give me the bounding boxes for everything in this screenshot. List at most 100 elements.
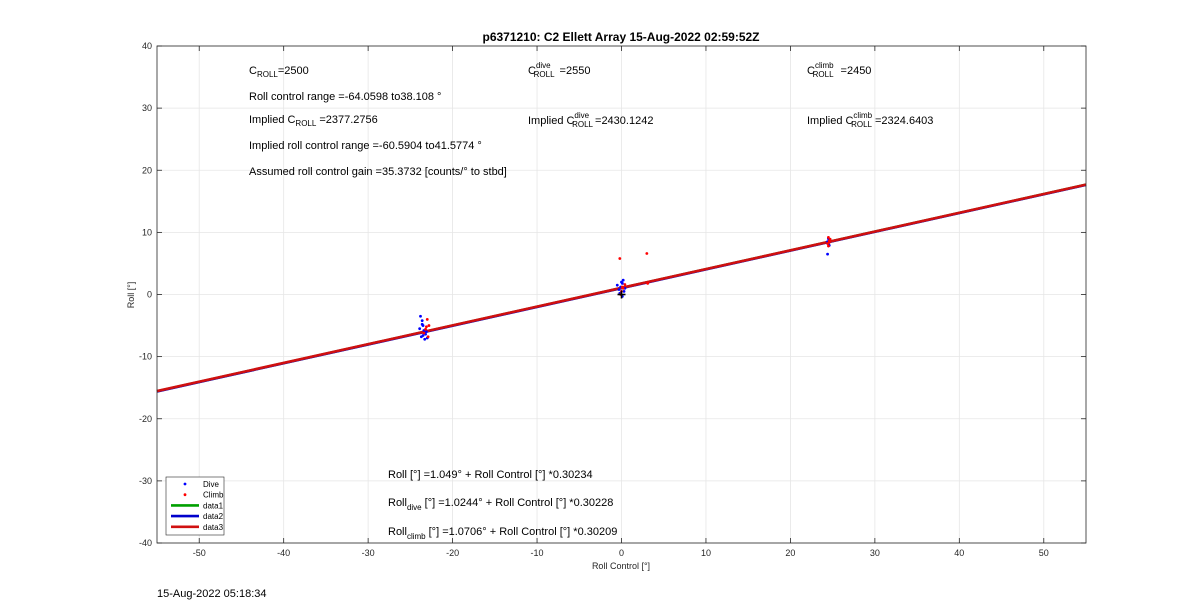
dive-point	[419, 314, 422, 318]
climb-point	[827, 239, 831, 243]
roll-control-range: Roll control range =-64.0598 to38.108 °	[249, 91, 441, 103]
climb-point	[623, 283, 627, 286]
c-symbol: C	[807, 65, 815, 77]
assumed-roll-control-gain: Assumed roll control gain =35.3732 [coun…	[249, 166, 507, 178]
x-tick-label: 0	[619, 548, 624, 558]
implied-word: Implied	[528, 115, 563, 127]
climb-point	[827, 235, 830, 239]
data-points	[418, 235, 832, 341]
climb-point	[425, 325, 428, 329]
implied-c-roll-dive-value: =2430.1242	[595, 115, 653, 127]
dive-point	[425, 330, 428, 334]
y-tick-label: 20	[142, 165, 152, 175]
dive-point	[420, 322, 424, 326]
legend-label: data1	[203, 501, 224, 510]
x-tick-label: -10	[531, 548, 544, 558]
legend-label: data2	[203, 512, 224, 521]
roll-word: Roll	[388, 526, 407, 538]
dive-point	[615, 283, 619, 287]
legend-marker-dive	[183, 482, 187, 486]
x-tick-label: 30	[870, 548, 880, 558]
climb-superscript: climb	[853, 111, 872, 120]
x-tick-label: 20	[785, 548, 795, 558]
roll-subscript: ROLL	[257, 70, 278, 79]
c-roll-annotation: CROLL=2500	[249, 65, 309, 79]
c-symbol: C	[845, 115, 853, 127]
c-symbol: C	[287, 114, 295, 126]
implied-c-roll-value: =2377.2756	[319, 114, 377, 126]
fit-dive-value: [°] =1.0244° + Roll Control [°] *0.30228	[425, 497, 614, 509]
x-tick-label: 50	[1039, 548, 1049, 558]
y-tick-label: -40	[139, 538, 152, 548]
climb-point	[618, 257, 622, 260]
y-axis-label: Roll [°]	[126, 282, 136, 309]
fit-equation-dive: Rolldive [°] =1.0244° + Roll Control [°] …	[388, 497, 613, 512]
dive-superscript: dive	[536, 61, 551, 70]
roll-subscript: ROLL	[851, 120, 872, 129]
fit-equation-all: Roll [°] =1.049° + Roll Control [°] *0.3…	[388, 469, 593, 481]
fit-climb-value: [°] =1.0706° + Roll Control [°] *0.30209	[429, 526, 618, 538]
implied-word: Implied	[249, 114, 284, 126]
print-timestamp: 15-Aug-2022 05:18:34	[157, 588, 267, 600]
dive-point	[826, 252, 829, 256]
dive-superscript: dive	[574, 111, 589, 120]
c-symbol: C	[249, 65, 257, 77]
climb-point	[620, 285, 624, 289]
tick-marks	[157, 45, 1086, 544]
climb-point	[645, 252, 649, 255]
legend-label: Dive	[203, 480, 220, 489]
dive-point	[418, 327, 422, 331]
x-tick-label: -30	[362, 548, 375, 558]
implied-c-roll-dive-annotation: Implied Cdive ROLL =2430.1242	[528, 111, 653, 129]
roll-subscript: ROLL	[295, 119, 316, 128]
climb-point	[426, 335, 430, 339]
x-tick-label: -20	[446, 548, 459, 558]
y-tick-label: -10	[139, 352, 152, 362]
c-symbol: C	[566, 115, 574, 127]
roll-subscript: ROLL	[534, 70, 555, 79]
legend-label: Climb	[203, 491, 224, 500]
implied-c-roll-climb-annotation: Implied Cclimb ROLL =2324.6403	[807, 111, 933, 129]
c-symbol: C	[528, 65, 536, 77]
legend-label: data3	[203, 523, 224, 532]
y-tick-label: 40	[142, 41, 152, 51]
climb-point	[422, 331, 426, 335]
climb-point	[646, 281, 650, 285]
dive-point	[617, 288, 621, 291]
y-tick-label: -30	[139, 476, 152, 486]
x-axis-label: Roll Control [°]	[592, 561, 650, 571]
y-tick-label: 10	[142, 227, 152, 237]
climb-point	[826, 242, 829, 245]
chart-title: p6371210: C2 Ellett Array 15-Aug-2022 02…	[482, 30, 759, 44]
c-roll-dive-value: =2550	[560, 65, 591, 77]
implied-roll-control-range: Implied roll control range =-60.5904 to4…	[249, 140, 482, 152]
y-tick-label: 30	[142, 103, 152, 113]
climb-point	[427, 324, 431, 327]
x-tick-labels: -50 -40 -30 -20 -10 0 10 20 30 40 50	[193, 548, 1049, 558]
origin-marker	[617, 290, 626, 299]
roll-subscript: ROLL	[572, 120, 593, 129]
climb-point	[425, 317, 429, 321]
c-roll-value: =2500	[278, 65, 309, 77]
implied-c-roll-climb-value: =2324.6403	[875, 115, 933, 127]
x-tick-label: -40	[277, 548, 290, 558]
y-tick-labels: -40 -30 -20 -10 0 10 20 30 40	[139, 41, 152, 548]
implied-c-roll-annotation: Implied CROLL =2377.2756	[249, 114, 378, 128]
roll-word: Roll	[388, 497, 407, 509]
implied-word: Implied	[807, 115, 842, 127]
dive-subscript: dive	[407, 503, 422, 512]
legend-marker-climb	[183, 493, 187, 497]
y-tick-label: -20	[139, 414, 152, 424]
dive-point	[620, 281, 624, 285]
x-tick-label: -50	[193, 548, 206, 558]
dive-point	[421, 334, 425, 337]
fit-equation-climb: Rollclimb [°] =1.0706° + Roll Control [°]…	[388, 526, 617, 541]
dive-point	[622, 289, 626, 293]
c-roll-dive-annotation: Cdive ROLL =2550	[528, 61, 590, 79]
dive-point	[423, 337, 427, 341]
c-roll-climb-annotation: Cclimb ROLL =2450	[807, 61, 871, 79]
dive-point	[420, 319, 424, 322]
